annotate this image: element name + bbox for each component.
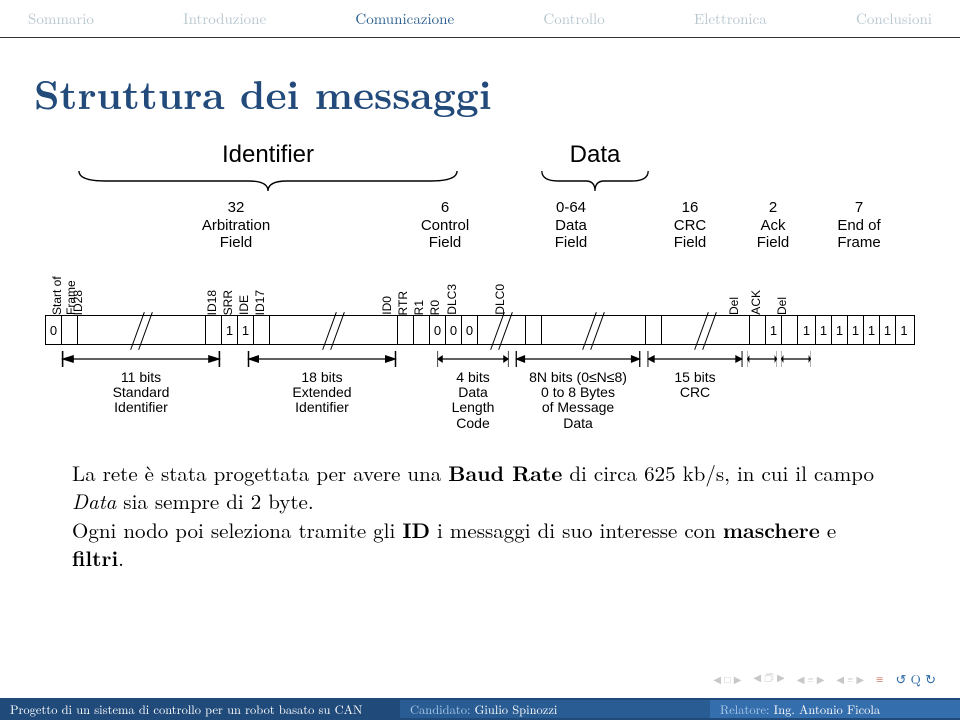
bit-cell: 1 (222, 316, 238, 344)
bit-vlabel: ACK (749, 290, 763, 315)
bit-vlabel: RTR (396, 291, 410, 315)
nav-prev-section-icon[interactable]: ◀ □ ▶ (713, 672, 741, 686)
bit-cell: 1 (238, 316, 254, 344)
dimension-arrow: 4 bits DataLengthCode (437, 351, 509, 431)
bit-cell: 1 (798, 316, 816, 344)
field-segment: 32ArbitrationField (87, 199, 385, 251)
bit-vlabel: R1 (412, 300, 426, 315)
field-segment: 7End ofFrame (803, 199, 915, 251)
bit-vlabel: ID18 (205, 290, 219, 315)
bit-vlabel: Del (727, 297, 741, 315)
bit-cell: 0 (462, 316, 478, 344)
bit-cells-row: 01100011111111 (45, 315, 915, 345)
bit-cell: 1 (896, 316, 912, 344)
beamer-nav-icons: ◀ □ ▶ ◀ 🗇 ▶ ◀ ≡ ▶ ◀ ≡ ▶ ≡ ↺ Q ↻ (713, 669, 936, 688)
nav-undo-icon[interactable]: ↺ Q ↻ (895, 669, 936, 688)
section-nav: Sommario Introduzione Comunicazione Cont… (0, 0, 960, 35)
bit-vlabel: ID17 (253, 290, 267, 315)
footer-mid: Candidato: Giulio Spinozzi (400, 700, 710, 718)
footer-right: Relatore: Ing. Antonio Ficola (710, 700, 960, 718)
bit-cell (78, 316, 206, 344)
bit-cell: 0 (46, 316, 62, 344)
bit-cell (662, 316, 750, 344)
field-segment: 6ControlField (385, 199, 505, 251)
bit-cell (750, 316, 766, 344)
bit-cell: 1 (848, 316, 864, 344)
bit-cell (254, 316, 270, 344)
bit-cell (270, 316, 398, 344)
nav-lines3-icon[interactable]: ≡ (876, 669, 883, 688)
field-segment (45, 199, 87, 201)
bit-cell (646, 316, 662, 344)
can-frame-diagram: Identifier Data 32ArbitrationField6Contr… (45, 139, 915, 441)
nav-item[interactable]: Elettronica (694, 8, 767, 29)
dimension-arrows: 11 bits StandardIdentifier 18 bits Exten… (45, 351, 915, 441)
bit-cell (414, 316, 430, 344)
nav-item[interactable]: Introduzione (183, 8, 266, 29)
bit-cell: 1 (816, 316, 832, 344)
slide-title: Struttura dei messaggi (0, 38, 960, 139)
dimension-arrow: 8N bits (0≤N≤8) 0 to 8 Bytesof MessageDa… (515, 351, 641, 431)
bit-vlabel: DLC0 (493, 284, 507, 315)
field-segment: 2AckField (743, 199, 803, 251)
bit-cell: 0 (430, 316, 446, 344)
bit-vlabel: DLC3 (445, 284, 459, 315)
dimension-arrow (747, 351, 777, 369)
dimension-arrow: 15 bits CRC (647, 351, 743, 400)
body-paragraph: La rete è stata progettata per avere una… (0, 441, 960, 572)
field-segment: 16CRCField (637, 199, 743, 251)
field-labels-row: 32ArbitrationField6ControlField0-64DataF… (45, 199, 915, 265)
brace-label: Data (540, 141, 650, 169)
bit-cell (782, 316, 798, 344)
brace-data: Data (540, 139, 650, 195)
nav-item[interactable]: Conclusioni (856, 8, 932, 29)
nav-lines2-icon[interactable]: ◀ ≡ ▶ (836, 672, 864, 686)
nav-item[interactable]: Controllo (543, 8, 604, 29)
bit-cell: 1 (832, 316, 848, 344)
bit-cell (206, 316, 222, 344)
dimension-arrow: 18 bits ExtendedIdentifier (247, 351, 397, 416)
bit-vlabel: R0 (428, 300, 442, 315)
nav-item[interactable]: Sommario (28, 8, 94, 29)
bit-cell: 1 (766, 316, 782, 344)
bit-vlabel: ID0 (380, 296, 394, 315)
dimension-arrow (781, 351, 811, 369)
bit-cell: 1 (880, 316, 896, 344)
bit-cell: 0 (446, 316, 462, 344)
nav-lines-icon[interactable]: ◀ ≡ ▶ (797, 672, 825, 686)
nav-item-active[interactable]: Comunicazione (355, 8, 454, 29)
field-segment: 0-64DataField (505, 199, 637, 251)
brace-identifier: Identifier (77, 139, 459, 195)
bit-cell (398, 316, 414, 344)
bit-cell: 1 (864, 316, 880, 344)
footer-bar: Progetto di un sistema di controllo per … (0, 698, 960, 720)
nav-prev-slide-icon[interactable]: ◀ 🗇 ▶ (753, 670, 784, 688)
bit-vlabel: SRR (221, 290, 235, 315)
bit-cell (478, 316, 526, 344)
bit-cell (542, 316, 646, 344)
dimension-arrow: 11 bits StandardIdentifier (61, 351, 221, 416)
bit-vlabel: IDE (237, 295, 251, 315)
bit-cell (526, 316, 542, 344)
bit-labels-row: Start of FrameID28ID18SRRIDEID17ID0RTRR1… (45, 265, 915, 315)
bit-cell (62, 316, 78, 344)
footer-left: Progetto di un sistema di controllo per … (0, 700, 400, 718)
brace-label: Identifier (77, 141, 459, 169)
bit-vlabel: ID28 (71, 290, 85, 315)
bit-vlabel: Del (775, 297, 789, 315)
